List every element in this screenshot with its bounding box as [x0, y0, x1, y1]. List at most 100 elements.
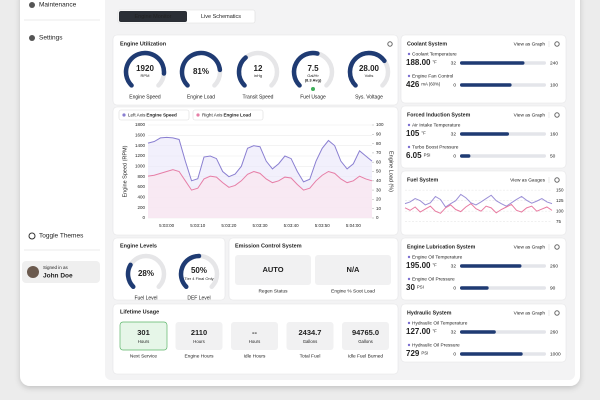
row-max: 1000	[550, 351, 561, 357]
settings-icon[interactable]	[387, 41, 393, 47]
usage-tile	[175, 322, 223, 350]
row-unit: PSI	[417, 285, 424, 290]
series-line	[147, 136, 373, 183]
legend-item[interactable]	[118, 109, 190, 121]
usage-tile	[231, 322, 278, 350]
bar-fill	[460, 352, 523, 356]
legend-axis: Right Axis	[202, 113, 223, 118]
x-tick-label: 5:03:50	[315, 223, 331, 228]
usage-tile	[119, 321, 168, 351]
user-box[interactable]	[22, 261, 100, 283]
panel-title: Engine Lubrication System	[407, 244, 476, 250]
tab[interactable]: Live Schematics	[201, 14, 241, 20]
bar-fill	[460, 154, 471, 158]
tab[interactable]: Engine Monitor	[135, 14, 172, 20]
gauge-label: Transit Speed	[243, 94, 274, 100]
nav-item[interactable]: Settings	[39, 35, 63, 42]
gauge-note: Tier 4 Final Only	[184, 276, 213, 281]
usage-unit: Hours	[138, 339, 149, 344]
gauge-unit: Gal/Hr	[307, 73, 319, 78]
view-toggle[interactable]: View as Graph	[514, 41, 546, 47]
panel-title: Engine Levels	[120, 243, 157, 249]
y2-tick-label: 60	[376, 159, 382, 164]
settings-icon[interactable]	[554, 310, 560, 316]
status-tile	[315, 255, 391, 285]
settings-icon[interactable]	[554, 112, 560, 118]
bar-track	[460, 154, 546, 158]
y-axis-title: Engine Speed (RPM)	[122, 145, 128, 197]
usage-value: --	[252, 328, 257, 337]
gauge-value: 50%	[191, 266, 207, 275]
y2-tick-label: 90	[376, 131, 382, 136]
y-tick-label: 100	[556, 208, 564, 213]
nav-icon	[29, 2, 35, 8]
y-tick-label: 75	[556, 219, 562, 224]
row-dot	[407, 255, 411, 259]
row-max: 160	[550, 131, 558, 137]
y2-tick-label: 30	[376, 187, 382, 192]
panel-title: Emission Control System	[235, 243, 302, 249]
y-tick-label: 150	[556, 187, 564, 192]
y-tick-label: 400	[137, 195, 145, 200]
view-toggle[interactable]: View as Graph	[514, 244, 546, 250]
usage-label: Idle Fuel Burned	[348, 353, 384, 359]
y2-tick-label: 40	[376, 178, 382, 183]
y-tick-label: 125	[556, 198, 564, 203]
row-min: 0	[453, 153, 456, 159]
usage-label: Next Service	[130, 353, 158, 359]
gauge-unit: Volts	[365, 73, 374, 78]
row-value: 188.00	[406, 58, 431, 67]
row-dot	[407, 277, 411, 281]
usage-value: 94765.0	[352, 328, 379, 337]
y2-tick-label: 100	[376, 122, 384, 127]
nav-item[interactable]: Toggle Themes	[39, 233, 84, 240]
row-name: Engine Oil Pressure	[412, 276, 455, 282]
nav-item[interactable]: Maintenance	[39, 2, 77, 9]
y-tick-label: 1200	[135, 153, 146, 158]
gauge-value: 1920	[136, 64, 154, 73]
row-dot	[407, 321, 411, 325]
row-max: 260	[550, 329, 558, 335]
settings-icon[interactable]	[554, 244, 560, 250]
tab-active[interactable]	[119, 11, 187, 22]
row-value: 195.00	[406, 261, 431, 270]
status-tile	[235, 255, 311, 285]
row-value: 729	[406, 349, 420, 358]
y2-tick-label: 50	[376, 169, 382, 174]
panel-title: Hydraulic System	[407, 310, 452, 316]
panel-title: Fuel System	[407, 177, 438, 183]
view-toggle[interactable]: View as Graph	[514, 112, 546, 118]
y2-tick-label: 20	[376, 197, 382, 202]
legend-item[interactable]	[192, 109, 264, 121]
row-value: 426	[406, 80, 420, 89]
theme-icon	[28, 232, 36, 240]
bar-fill	[460, 61, 525, 65]
row-value: 30	[406, 283, 415, 292]
gauge-value: 28.00	[359, 64, 380, 73]
bar-fill	[460, 330, 496, 334]
row-min: 0	[453, 351, 456, 357]
row-unit: mA (60%)	[421, 82, 440, 87]
legend-swatch	[122, 113, 126, 117]
series-area	[148, 169, 372, 218]
x-tick-label: 5:04:00	[346, 223, 362, 228]
view-toggle[interactable]: View as Graph	[514, 310, 546, 316]
row-name: Hydraulic Oil Pressure	[412, 342, 460, 348]
row-min: 32	[451, 329, 457, 335]
settings-icon[interactable]	[554, 41, 560, 47]
usage-tile	[342, 322, 389, 350]
gauge-value: 81%	[193, 67, 209, 76]
gauge-label: DEF Level	[187, 295, 210, 301]
row-unit: PSI	[424, 153, 431, 158]
usage-value: 2434.7	[299, 328, 322, 337]
gauge-fill	[178, 253, 202, 289]
gauge-fill	[125, 262, 136, 289]
row-name: Engine Oil Temperature	[412, 254, 463, 260]
gauge-value: 12	[254, 64, 263, 73]
x-tick-label: 5:03:10	[190, 223, 206, 228]
view-toggle[interactable]: View as Gauges	[510, 177, 545, 183]
settings-icon[interactable]	[554, 177, 560, 183]
panel	[400, 237, 567, 301]
legend-name: Engine Load	[223, 113, 251, 118]
row-name: Hydraulic Oil Temperature	[412, 320, 468, 326]
